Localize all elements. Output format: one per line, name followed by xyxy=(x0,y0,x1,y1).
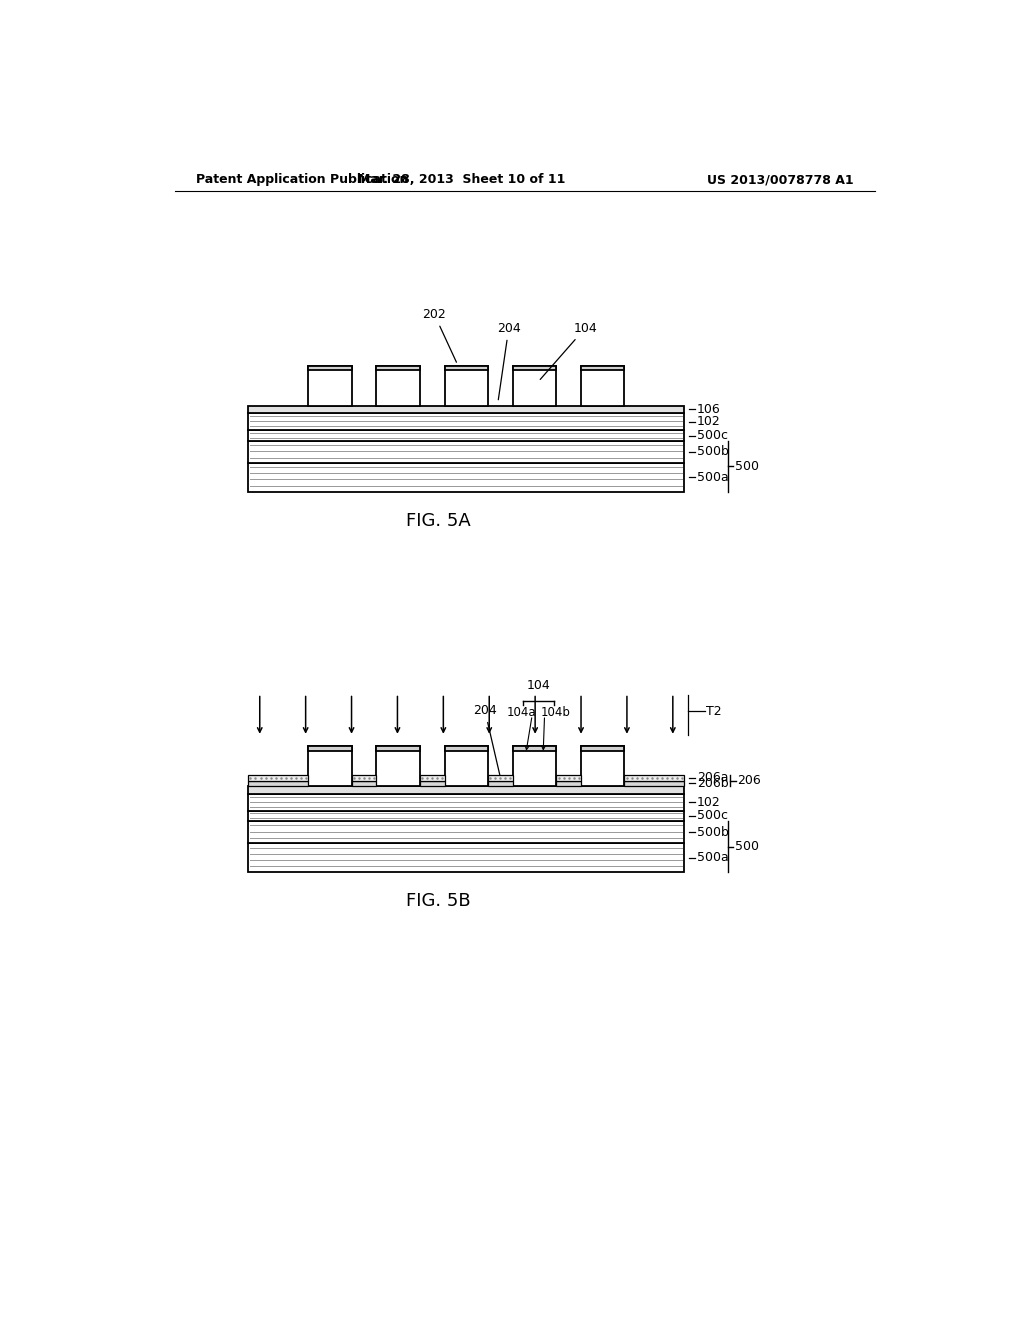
Bar xyxy=(420,775,444,780)
Text: 500c: 500c xyxy=(697,429,728,442)
Bar xyxy=(248,843,684,873)
Bar xyxy=(444,366,488,370)
Bar xyxy=(248,413,684,430)
Bar xyxy=(581,366,625,370)
Text: 102: 102 xyxy=(697,796,721,809)
Text: 500: 500 xyxy=(735,841,759,853)
Bar xyxy=(625,775,684,780)
Bar xyxy=(488,775,513,780)
Bar xyxy=(377,746,420,751)
Bar xyxy=(625,780,684,785)
Text: 206b: 206b xyxy=(697,776,728,789)
Bar xyxy=(308,746,351,751)
Text: 104a: 104a xyxy=(507,705,536,718)
Bar xyxy=(377,746,420,785)
Text: 102: 102 xyxy=(697,416,721,428)
Text: 202: 202 xyxy=(423,308,457,362)
Text: 206: 206 xyxy=(737,774,761,787)
Bar xyxy=(513,746,556,751)
Text: 104b: 104b xyxy=(541,705,570,718)
Text: 500c: 500c xyxy=(697,809,728,822)
Bar xyxy=(513,366,556,370)
Bar xyxy=(351,775,377,780)
Bar xyxy=(513,366,556,405)
Text: 500a: 500a xyxy=(697,471,729,483)
Text: FIG. 5A: FIG. 5A xyxy=(406,512,470,531)
Text: US 2013/0078778 A1: US 2013/0078778 A1 xyxy=(707,173,853,186)
Bar xyxy=(308,366,351,405)
Text: 206a: 206a xyxy=(697,771,728,784)
Bar xyxy=(444,366,488,405)
Text: 500b: 500b xyxy=(697,825,729,838)
Bar xyxy=(248,405,684,413)
Bar xyxy=(308,746,351,785)
Bar xyxy=(248,441,684,462)
Bar xyxy=(248,793,684,810)
Bar xyxy=(581,366,625,405)
Bar xyxy=(308,366,351,370)
Bar xyxy=(581,746,625,785)
Text: Patent Application Publication: Patent Application Publication xyxy=(197,173,409,186)
Bar xyxy=(513,746,556,785)
Bar xyxy=(248,821,684,843)
Bar xyxy=(444,746,488,785)
Text: T2: T2 xyxy=(707,705,722,718)
Bar xyxy=(351,780,377,785)
Bar xyxy=(444,746,488,751)
Text: Mar. 28, 2013  Sheet 10 of 11: Mar. 28, 2013 Sheet 10 of 11 xyxy=(357,173,565,186)
Text: FIG. 5B: FIG. 5B xyxy=(406,892,470,911)
Text: 500b: 500b xyxy=(697,445,729,458)
Text: 500a: 500a xyxy=(697,851,729,865)
Bar xyxy=(248,430,684,441)
Bar xyxy=(248,785,684,793)
Bar xyxy=(377,366,420,405)
Bar xyxy=(248,810,684,821)
Bar xyxy=(420,780,444,785)
Text: 104: 104 xyxy=(526,678,550,692)
Bar xyxy=(556,780,581,785)
Text: 500: 500 xyxy=(735,459,759,473)
Bar xyxy=(248,462,684,492)
Bar xyxy=(488,780,513,785)
Text: 204: 204 xyxy=(497,322,520,400)
Text: 204: 204 xyxy=(473,704,500,775)
Text: 106: 106 xyxy=(697,403,721,416)
Bar xyxy=(248,775,308,780)
Text: 104: 104 xyxy=(541,322,597,379)
Bar xyxy=(248,780,308,785)
Bar xyxy=(377,366,420,370)
Bar xyxy=(581,746,625,751)
Bar xyxy=(556,775,581,780)
